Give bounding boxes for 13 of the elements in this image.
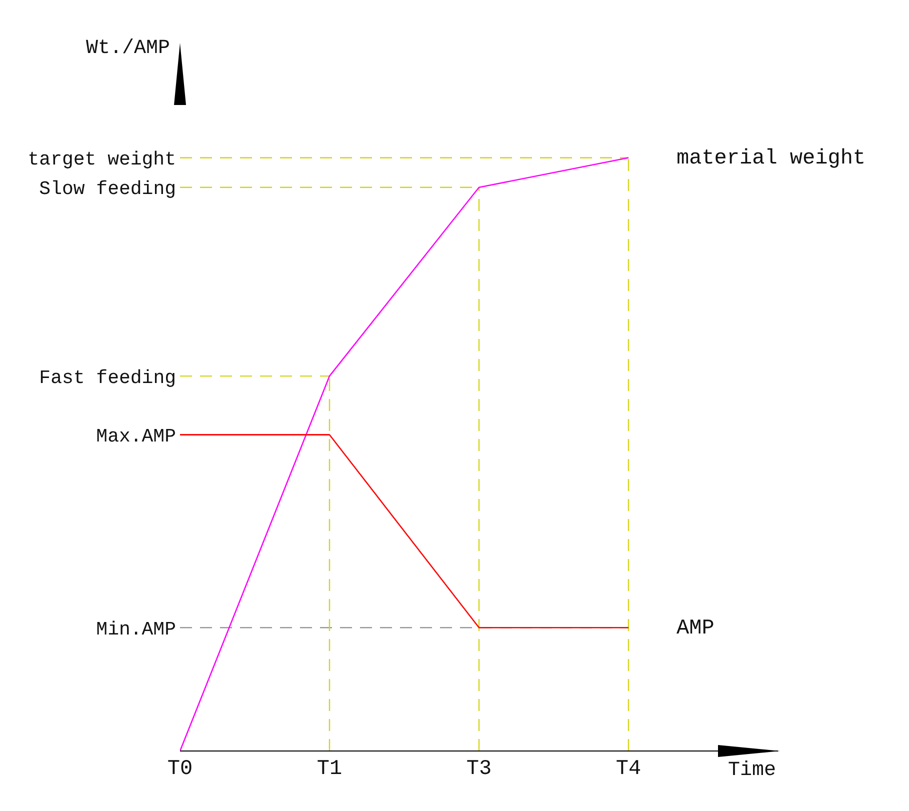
ref-line-label: target weight bbox=[28, 148, 176, 170]
x-axis-title: Time bbox=[728, 759, 776, 782]
text: AMP bbox=[676, 618, 714, 641]
x-tick-label: T4 bbox=[616, 758, 642, 781]
ref-line-label: Slow feeding bbox=[39, 178, 176, 200]
ref-line-label: Min.AMP bbox=[96, 618, 176, 640]
y-axis-title: Wt./AMP bbox=[86, 37, 170, 60]
text: material weight bbox=[676, 148, 866, 171]
ref-line-label: Fast feeding bbox=[39, 366, 176, 389]
x-tick-label: T0 bbox=[167, 758, 193, 781]
x-tick-label: T1 bbox=[316, 758, 342, 781]
x-tick-label: T3 bbox=[466, 758, 492, 781]
ref-line-label: Max.AMP bbox=[96, 426, 176, 448]
